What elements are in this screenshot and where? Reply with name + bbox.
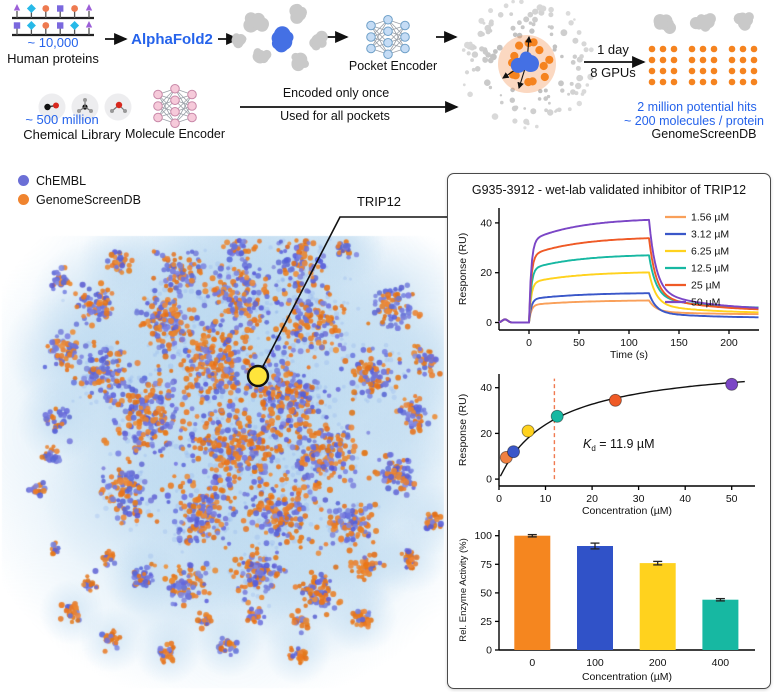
svg-text:100: 100 <box>474 530 492 542</box>
svg-text:0: 0 <box>496 493 502 505</box>
binding-curve-svg: 0 10 20 30 40 50 0 20 40 Concentration (µM) Respon… <box>457 374 755 517</box>
svg-text:Concentration (µM): Concentration (µM) <box>582 505 672 517</box>
svg-text:100: 100 <box>620 337 638 349</box>
pipeline-diagram <box>12 0 758 130</box>
spr-sensorgram-svg: 0 50 100 150 200 0 20 40 Time (s) Response (RU) 1.… <box>457 208 759 361</box>
svg-text:50 µM: 50 µM <box>691 297 720 309</box>
protein-count-label: ~ 10,000 <box>27 35 79 50</box>
svg-text:1.56 µM: 1.56 µM <box>691 212 729 224</box>
svg-text:Time (s): Time (s) <box>610 349 648 361</box>
encode-note-top: Encoded only once <box>282 86 390 100</box>
chemlib-count-label: ~ 500 million <box>25 112 99 127</box>
compute-gpus-label: 8 GPUs <box>590 65 636 80</box>
result-structures-icon <box>653 12 754 34</box>
svg-text:0: 0 <box>526 337 532 349</box>
hit-molecules-grid-icon <box>648 45 758 86</box>
svg-text:Kd = 11.9 µM: Kd = 11.9 µM <box>583 437 655 453</box>
svg-text:40: 40 <box>679 493 691 505</box>
enzyme-activity-svg: 0 25 50 75 100 Concentration (µM) Rel. Enzyme … <box>458 530 755 683</box>
svg-text:0: 0 <box>486 645 492 657</box>
molecules-per-protein-label: ~ 200 molecules / protein <box>623 114 765 128</box>
pocket-encoder-label: Pocket Encoder <box>348 59 438 73</box>
svg-text:40: 40 <box>480 382 492 394</box>
enzyme-activity-chart: 0 25 50 75 100 Concentration (µM) Rel. Enzyme … <box>453 524 765 684</box>
svg-text:10: 10 <box>540 493 552 505</box>
svg-text:30: 30 <box>633 493 645 505</box>
svg-text:50: 50 <box>573 337 585 349</box>
svg-text:Rel. Enzyme Activity (%): Rel. Enzyme Activity (%) <box>458 538 469 641</box>
panel-title: G935-3912 - wet-lab validated inhibitor … <box>471 183 747 197</box>
genomescreendb-label: GenomeScreenDB <box>651 127 757 141</box>
svg-text:20: 20 <box>480 267 492 279</box>
svg-text:Response (RU): Response (RU) <box>457 394 469 466</box>
molecule-encoder-icon <box>153 83 197 129</box>
legend-label: GenomeScreenDB <box>36 192 141 207</box>
svg-text:150: 150 <box>670 337 688 349</box>
svg-text:400: 400 <box>712 657 730 669</box>
legend-label: ChEMBL <box>36 173 87 188</box>
svg-text:6.25 µM: 6.25 µM <box>691 246 729 258</box>
svg-text:Concentration (µM): Concentration (µM) <box>582 671 672 683</box>
alphafold2-label: AlphaFold2 <box>131 31 213 48</box>
svg-text:50: 50 <box>480 587 492 599</box>
chembl-dot-icon <box>18 175 29 186</box>
legend-item-genomescreendb: GenomeScreenDB <box>18 190 141 209</box>
svg-text:12.5 µM: 12.5 µM <box>691 263 729 275</box>
embedding-legend: ChEMBL GenomeScreenDB <box>18 171 141 209</box>
spr-sensorgram-chart: 0 50 100 150 200 0 20 40 Time (s) Response (RU) 1.… <box>453 200 765 362</box>
chemical-library-icon <box>38 93 132 121</box>
svg-text:40: 40 <box>480 217 492 229</box>
binding-curve-chart: 0 10 20 30 40 50 0 20 40 Concentration (µM) Respon… <box>453 366 765 518</box>
hits-count-label: 2 million potential hits <box>637 100 757 114</box>
svg-text:50: 50 <box>726 493 738 505</box>
validation-panel: G935-3912 - wet-lab validated inhibitor … <box>447 173 771 689</box>
pocket-encoder-icon <box>366 14 410 60</box>
svg-text:25: 25 <box>480 616 492 628</box>
svg-text:0: 0 <box>529 657 535 669</box>
molecule-encoder-label: Molecule Encoder <box>124 127 226 141</box>
svg-text:0: 0 <box>486 474 492 486</box>
genomescreendb-dot-icon <box>18 194 29 205</box>
pocket-docking-cloud-icon <box>461 0 594 130</box>
human-proteins-label: Human proteins <box>7 51 99 66</box>
svg-text:100: 100 <box>586 657 604 669</box>
svg-text:75: 75 <box>480 559 492 571</box>
trip12-callout-label: TRIP12 <box>356 194 402 209</box>
compute-time-label: 1 day <box>597 42 629 57</box>
human-proteins-icon <box>12 3 94 37</box>
svg-text:Response (RU): Response (RU) <box>457 233 469 305</box>
svg-text:0: 0 <box>486 317 492 329</box>
chemical-library-label: Chemical Library <box>23 127 121 142</box>
encode-note-bottom: Used for all pockets <box>280 109 390 123</box>
svg-text:20: 20 <box>480 428 492 440</box>
svg-text:200: 200 <box>649 657 667 669</box>
svg-text:3.12 µM: 3.12 µM <box>691 229 729 241</box>
svg-text:200: 200 <box>720 337 738 349</box>
legend-item-chembl: ChEMBL <box>18 171 141 190</box>
protein-structures-icon <box>231 3 328 72</box>
svg-text:20: 20 <box>586 493 598 505</box>
svg-text:25 µM: 25 µM <box>691 280 720 292</box>
